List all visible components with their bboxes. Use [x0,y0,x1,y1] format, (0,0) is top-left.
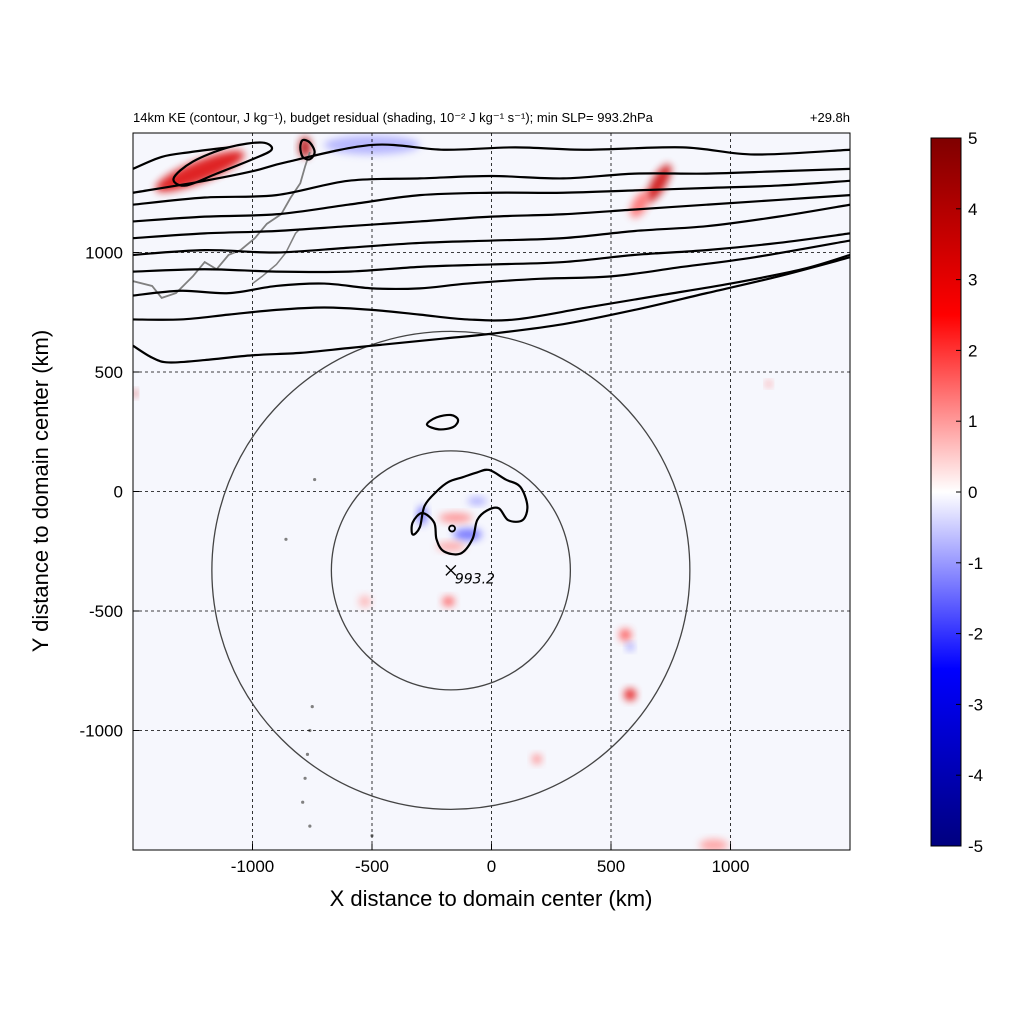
ke-contour-4 [133,194,850,240]
residual-feature-11 [699,839,729,850]
ke-closed-contour-1 [299,138,316,161]
y-axis-title: Y distance to domain center (km) [28,330,53,652]
coastline-island [252,228,301,285]
y-tick-label-0: 1000 [85,244,123,263]
chart-title: 14km KE (contour, J kg⁻¹), budget residu… [133,110,654,125]
storm-center-label: 993.2 [455,571,495,587]
colorbar-tick-label-8: -3 [968,695,983,714]
residual-feature-10 [765,381,772,387]
colorbar-tick-label-2: 3 [968,271,977,290]
residual-feature-7 [442,596,455,607]
island-dot-7 [313,477,317,482]
ke-contour-0 [133,146,229,170]
ke-contour-7 [133,239,850,297]
residual-feature-9 [358,595,371,608]
ke-closed-contour-2 [425,413,460,431]
residual-feature-8 [532,754,542,764]
island-dot-2 [305,752,310,757]
residual-feature-5 [624,688,637,701]
x-tick-label-4: 1000 [712,857,750,876]
y-tick-label-1: 500 [95,363,123,382]
island-dot-3 [303,776,307,780]
residual-feature-15 [438,513,473,523]
x-axis-title: X distance to domain center (km) [330,886,653,911]
ke-small-contour [448,524,456,533]
range-ring-500 [330,450,572,691]
colorbar-tick-label-1: 4 [968,200,977,219]
ke-contour-1 [133,143,850,194]
colorbar-tick-label-3: 2 [968,341,977,360]
range-rings [211,330,691,811]
colorbar-tick-label-7: -2 [968,625,983,644]
residual-feature-18 [626,643,634,651]
ke-contour-2 [133,167,850,206]
ke-contour-3 [133,179,850,223]
y-tick-label-3: -500 [89,602,123,621]
x-tick-label-0: -1000 [231,857,274,876]
island-dot-8 [284,537,288,541]
ke-contour-8 [133,253,850,322]
colorbar-tick-label-5: 0 [968,483,977,502]
residual-feature-17 [467,497,487,505]
colorbar-tick-label-4: 1 [968,412,977,431]
chart-time-label: +29.8h [810,110,850,125]
colorbar-tick-label-6: -1 [968,554,983,573]
residual-feature-14 [453,528,482,541]
island-dot-0 [310,705,314,709]
ke-contours [133,138,850,556]
plot-area: 993.2 [133,133,850,850]
residual-feature-0 [155,150,245,192]
storm-center: 993.2 [445,564,495,587]
colorbar-tick-label-10: -5 [968,837,983,856]
storm-center-marker [445,564,457,576]
range-ring-1000 [211,330,691,811]
ke-contour-9 [133,256,850,364]
island-dot-4 [301,800,305,804]
residual-feature-12 [133,389,138,398]
residual-feature-3 [630,191,650,218]
y-tick-label-4: -1000 [80,722,123,741]
ke-closed-contour-3 [410,468,529,556]
x-axis-ticks: -1000 -500 0 500 1000 [231,844,750,876]
island-dot-5 [308,824,312,828]
ke-closed-contour-0 [172,141,274,187]
residual-feature-16 [436,542,466,551]
residual-feature-6 [619,628,632,641]
y-tick-label-2: 0 [114,483,123,502]
x-tick-label-3: 500 [597,857,625,876]
y-axis-ticks: 1000 500 0 -500 -1000 [80,244,139,741]
colorbar-tick-label-9: -4 [968,766,983,785]
coastline-line [133,151,311,299]
colorbar-ticks: 5 4 3 2 1 0 -1 -2 -3 -4 -5 [956,129,983,856]
x-tick-label-2: 0 [487,857,496,876]
ke-contour-5 [133,203,850,256]
colorbar-tick-label-0: 5 [968,129,977,148]
x-tick-label-1: -500 [355,857,389,876]
ke-contour-6 [133,232,850,274]
